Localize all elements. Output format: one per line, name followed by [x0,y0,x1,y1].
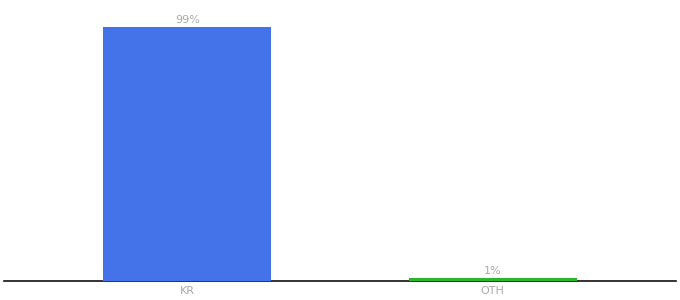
Bar [103,27,271,281]
Bar [409,278,577,281]
Text: 1%: 1% [484,266,501,276]
Text: 99%: 99% [175,15,200,25]
